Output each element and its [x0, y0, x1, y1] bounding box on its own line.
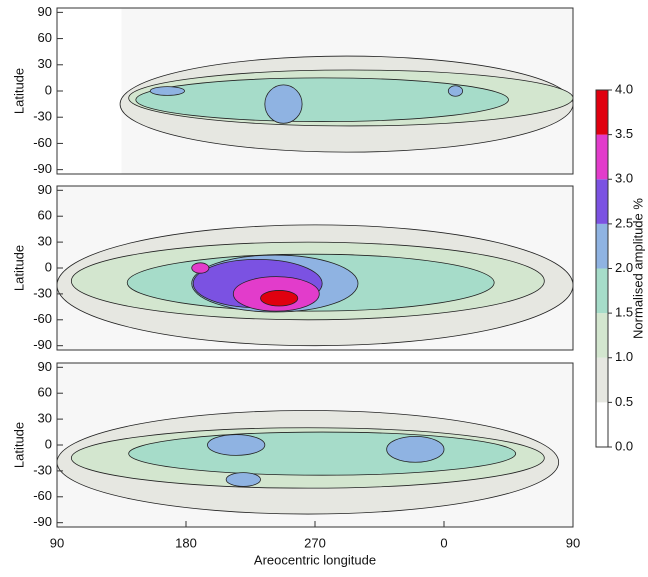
y-tick-label: 30	[38, 234, 52, 249]
colorbar-swatch	[596, 134, 608, 180]
y-tick-label: -30	[33, 285, 52, 300]
y-tick-label: 0	[45, 436, 52, 451]
colorbar-swatch	[596, 223, 608, 269]
y-axis-label: Latitude	[11, 245, 26, 291]
x-tick-label: 270	[304, 535, 326, 550]
colorbar-tick-label: 0.5	[615, 394, 633, 409]
plot-area	[119, 8, 573, 174]
y-tick-label: -30	[33, 109, 52, 124]
y-tick-label: 90	[38, 182, 52, 197]
y-tick-label: 60	[38, 208, 52, 223]
y-tick-label: -60	[33, 135, 52, 150]
y-tick-label: 30	[38, 411, 52, 426]
x-axis-label: Areocentric longitude	[254, 552, 376, 567]
contour-region	[135, 77, 509, 122]
colorbar-label: Normalised amplitude %	[630, 198, 645, 339]
y-tick-label: -90	[33, 337, 52, 352]
plot-area	[57, 186, 573, 350]
contour-region	[191, 262, 210, 274]
colorbar-swatch	[596, 90, 608, 135]
colorbar-tick-label: 3.5	[615, 126, 633, 141]
y-tick-label: -90	[33, 161, 52, 176]
y-axis-label: Latitude	[11, 68, 26, 114]
contour-region	[128, 431, 517, 476]
y-tick-label: -60	[33, 488, 52, 503]
y-tick-label: 90	[38, 4, 52, 19]
plot-area	[57, 363, 573, 527]
y-tick-label: -60	[33, 311, 52, 326]
contour-region	[225, 472, 261, 487]
contour-region	[264, 84, 303, 124]
y-tick-label: 60	[38, 385, 52, 400]
colorbar-swatch	[596, 179, 608, 224]
colorbar-tick-label: 3.0	[615, 171, 633, 186]
colorbar-swatch	[596, 357, 608, 403]
y-tick-label: 30	[38, 56, 52, 71]
colorbar-tick-label: 1.5	[615, 305, 633, 320]
y-tick-label: 0	[45, 82, 52, 97]
x-tick-label: 0	[440, 535, 447, 550]
y-tick-label: 90	[38, 359, 52, 374]
y-tick-label: -90	[33, 514, 52, 529]
contour-region	[386, 435, 445, 463]
colorbar-tick-label: 2.0	[615, 260, 633, 275]
x-tick-label: 180	[175, 535, 197, 550]
colorbar-tick-label: 1.0	[615, 349, 633, 364]
y-tick-label: 60	[38, 30, 52, 45]
contour-region	[447, 85, 464, 97]
colorbar-tick-label: 4.0	[615, 81, 633, 96]
colorbar-tick-label: 2.5	[615, 215, 633, 230]
y-axis-label: Latitude	[11, 422, 26, 468]
colorbar-swatch	[596, 402, 608, 447]
contour-region	[260, 290, 299, 307]
contour-region	[207, 434, 266, 456]
contour-region	[149, 86, 185, 96]
x-tick-label: 90	[50, 535, 64, 550]
colorbar-swatch	[596, 268, 608, 314]
y-tick-label: -30	[33, 462, 52, 477]
y-tick-label: 0	[45, 259, 52, 274]
colorbar-tick-label: 0.0	[615, 438, 633, 453]
x-tick-label: 90	[566, 535, 580, 550]
colorbar-swatch	[596, 313, 608, 358]
